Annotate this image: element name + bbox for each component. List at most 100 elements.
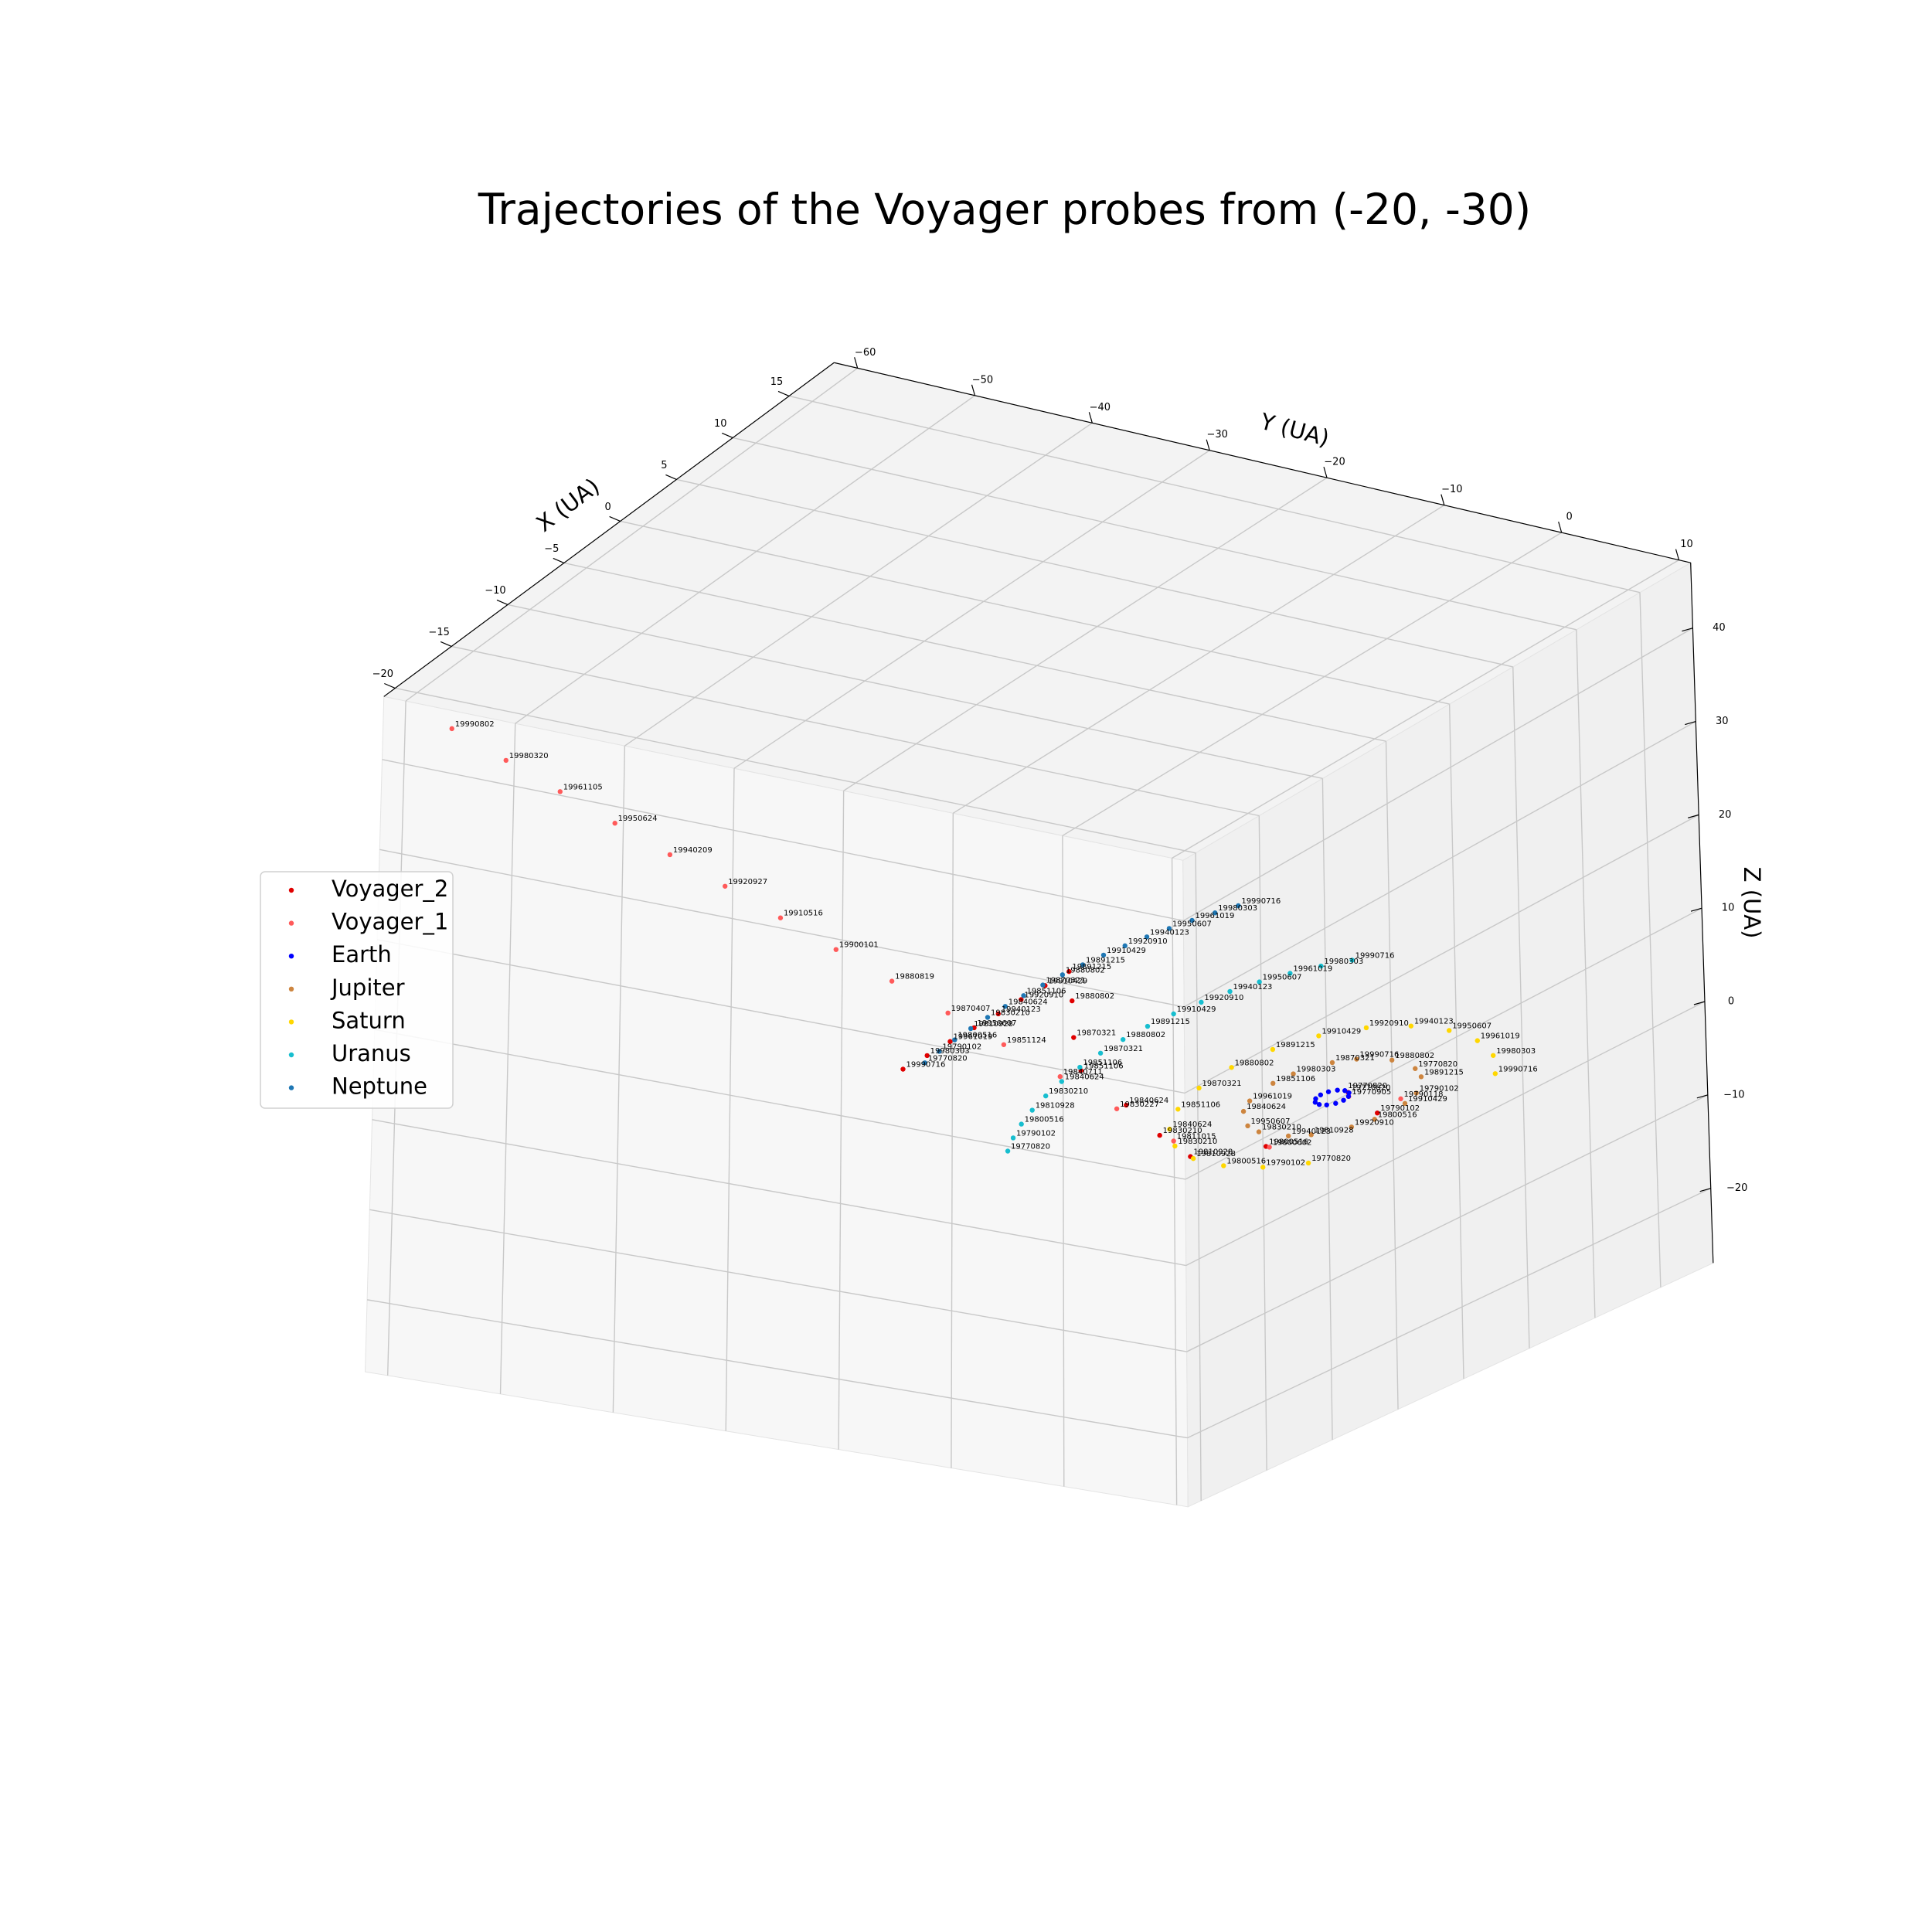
point-label: 19940123 [1291,1128,1331,1136]
point-label: 19770820 [1011,1142,1050,1151]
legend-label: Voyager_1 [332,909,448,935]
y-tick-label: 0 [1566,512,1573,523]
data-point [947,1039,953,1044]
y-tick-label: −40 [1090,402,1111,413]
point-label: 19990716 [1498,1065,1538,1073]
point-label: 19980320 [509,752,549,760]
grid-line [563,562,1386,742]
data-point [1316,1102,1322,1107]
data-point [1100,952,1107,958]
data-point [1256,1129,1262,1134]
data-point [1267,1145,1272,1150]
data-point [1236,903,1241,909]
data-point [1341,1097,1346,1103]
data-point [667,852,673,858]
grid-line [1171,858,1178,1505]
data-point [1021,993,1026,998]
point-label: 19940209 [673,846,713,855]
y-tick-label: −60 [855,347,876,359]
data-point [1398,1096,1403,1102]
data-point [1318,1092,1324,1097]
z-tick-label: −20 [1726,1182,1747,1194]
grid-line [499,723,516,1394]
point-label: 19950624 [618,815,658,823]
point-label: 19811015 [1177,1133,1216,1141]
data-point [1190,1155,1196,1162]
data-point [1291,1071,1296,1077]
point-label: 19880802 [1235,1059,1274,1067]
grid-line [733,437,1577,631]
point-label: 19920910 [1369,1019,1409,1028]
data-point [1145,1023,1151,1029]
point-label: 19880802 [1126,1031,1165,1039]
x-axis-label: X (UA) [532,473,605,537]
grid-line [1185,1001,1706,1267]
y-tick-label: −50 [972,374,993,386]
point-label: 19961019 [1195,912,1234,920]
tick-mark [1699,1188,1711,1192]
point-label: 19790102 [1266,1158,1305,1167]
z-axis-line [1690,563,1714,1264]
point-label: 19950607 [1452,1022,1492,1030]
z-tick-label: 30 [1716,716,1729,727]
point-label: 19891215 [1151,1018,1190,1026]
grid-line [1385,741,1399,1410]
data-point [833,947,839,952]
grid-line [515,395,975,724]
data-point [1333,1100,1338,1106]
data-point [1475,1038,1480,1043]
point-label: 19800516 [1378,1111,1417,1119]
point-label: 19830210 [1049,1087,1088,1096]
data-point [1157,1132,1162,1138]
data-point [1019,997,1024,1002]
point-label: 19940123 [1002,1005,1041,1014]
x-tick-label: −10 [485,585,505,597]
grid-line [1062,835,1065,1487]
tick-mark [1558,521,1563,533]
point-label: 19770820 [1418,1060,1458,1069]
point-label: 19800602 [1273,1138,1312,1147]
grid-line [1195,852,1202,1501]
grid-line [1182,628,1693,921]
data-point [937,1049,942,1054]
point-label: 19790102 [1016,1129,1056,1138]
legend-marker [288,954,294,959]
data-point [1285,1133,1291,1139]
data-point [1329,1060,1335,1066]
tick-mark [609,515,621,522]
point-label: 19910429 [1107,947,1146,955]
tick-mark [1088,412,1093,423]
tick-mark [1206,439,1210,451]
data-point [985,1015,991,1020]
data-point [922,1060,927,1066]
data-point [1257,979,1262,985]
data-point [1270,1046,1276,1053]
data-point [1446,1028,1452,1033]
data-point [1043,1093,1049,1099]
point-label: 19950607 [1251,1117,1291,1126]
point-label: 19990716 [1355,951,1395,960]
point-label: 19810928 [1196,1150,1236,1158]
grid-line [1062,532,1563,836]
point-label: 19870407 [951,1005,991,1013]
data-point [557,789,563,794]
point-label: 19910429 [1408,1095,1447,1104]
chart-title: Trajectories of the Voyager probes from … [478,185,1532,234]
point-label: 19980303 [1324,957,1363,966]
data-point [1375,1110,1380,1116]
data-point [1175,1107,1181,1112]
tick-mark [777,390,790,397]
grid-line [1187,1188,1712,1439]
y-tick-label: −30 [1206,429,1227,440]
data-point [1001,1042,1007,1047]
data-point [503,757,509,764]
point-label: 19800516 [957,1032,997,1040]
point-label: 19870321 [1046,977,1085,985]
grid-line [405,367,859,702]
point-label: 19840711 [1063,1068,1103,1077]
point-label: 19840624 [1009,998,1048,1006]
point-label: 19910429 [1321,1027,1361,1036]
data-point [1492,1071,1498,1077]
legend-label: Saturn [332,1007,406,1033]
z-tick-label: 20 [1719,809,1732,821]
